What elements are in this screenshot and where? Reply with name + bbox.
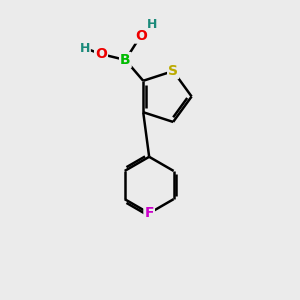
Text: F: F	[144, 206, 154, 220]
Text: H: H	[80, 42, 90, 55]
Text: S: S	[168, 64, 178, 78]
Text: O: O	[135, 28, 147, 43]
Text: B: B	[120, 53, 131, 67]
Text: O: O	[95, 47, 107, 61]
Text: H: H	[147, 18, 157, 31]
